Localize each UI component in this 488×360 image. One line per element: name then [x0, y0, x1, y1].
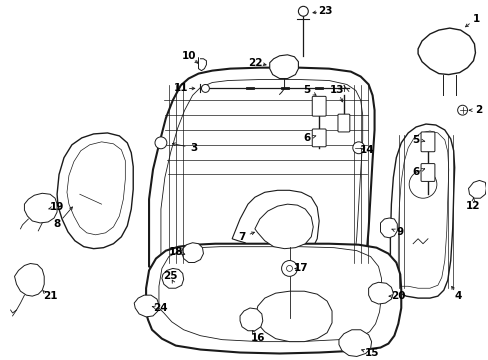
- Text: 2: 2: [474, 105, 481, 115]
- Polygon shape: [417, 28, 474, 75]
- Polygon shape: [368, 282, 392, 304]
- Polygon shape: [240, 308, 262, 331]
- FancyBboxPatch shape: [420, 132, 434, 152]
- Text: 17: 17: [293, 264, 308, 274]
- Circle shape: [457, 105, 467, 115]
- Text: 14: 14: [359, 145, 373, 155]
- Text: 8: 8: [53, 219, 61, 229]
- FancyBboxPatch shape: [312, 96, 325, 116]
- Text: 16: 16: [250, 333, 264, 343]
- Text: 5: 5: [412, 135, 419, 145]
- Text: 10: 10: [181, 51, 196, 61]
- Polygon shape: [146, 244, 401, 354]
- Circle shape: [408, 171, 436, 198]
- Text: 6: 6: [303, 133, 310, 143]
- Polygon shape: [254, 291, 331, 342]
- Polygon shape: [24, 193, 57, 223]
- Circle shape: [352, 142, 364, 154]
- Polygon shape: [269, 55, 298, 78]
- Circle shape: [298, 6, 307, 16]
- Polygon shape: [254, 204, 313, 249]
- Polygon shape: [232, 190, 319, 257]
- Text: 19: 19: [50, 202, 64, 212]
- Text: 12: 12: [465, 201, 480, 211]
- Text: 22: 22: [247, 58, 262, 68]
- Text: 21: 21: [43, 291, 57, 301]
- FancyBboxPatch shape: [337, 114, 349, 132]
- Polygon shape: [162, 269, 183, 288]
- Text: 13: 13: [329, 85, 344, 95]
- Polygon shape: [57, 133, 133, 249]
- Text: 24: 24: [153, 303, 168, 313]
- Text: 25: 25: [163, 271, 178, 282]
- Text: 7: 7: [238, 232, 245, 242]
- Polygon shape: [338, 330, 371, 356]
- Text: 6: 6: [412, 167, 419, 176]
- Circle shape: [281, 261, 297, 276]
- Polygon shape: [134, 295, 159, 317]
- Text: 4: 4: [454, 291, 461, 301]
- FancyBboxPatch shape: [312, 129, 325, 147]
- Text: 20: 20: [390, 291, 405, 301]
- Polygon shape: [15, 264, 44, 296]
- Text: 1: 1: [472, 14, 479, 24]
- Text: 15: 15: [364, 347, 378, 357]
- Polygon shape: [468, 180, 486, 198]
- Polygon shape: [380, 218, 397, 238]
- Text: 23: 23: [317, 6, 332, 16]
- Text: 9: 9: [396, 227, 403, 237]
- Polygon shape: [389, 124, 454, 298]
- Text: 11: 11: [173, 84, 187, 94]
- Text: 3: 3: [189, 143, 197, 153]
- FancyBboxPatch shape: [420, 163, 434, 181]
- Circle shape: [201, 85, 209, 93]
- Circle shape: [286, 265, 292, 271]
- Text: 5: 5: [303, 85, 310, 95]
- Polygon shape: [149, 68, 374, 273]
- Text: 18: 18: [168, 247, 183, 257]
- Polygon shape: [182, 243, 203, 262]
- Circle shape: [155, 137, 166, 149]
